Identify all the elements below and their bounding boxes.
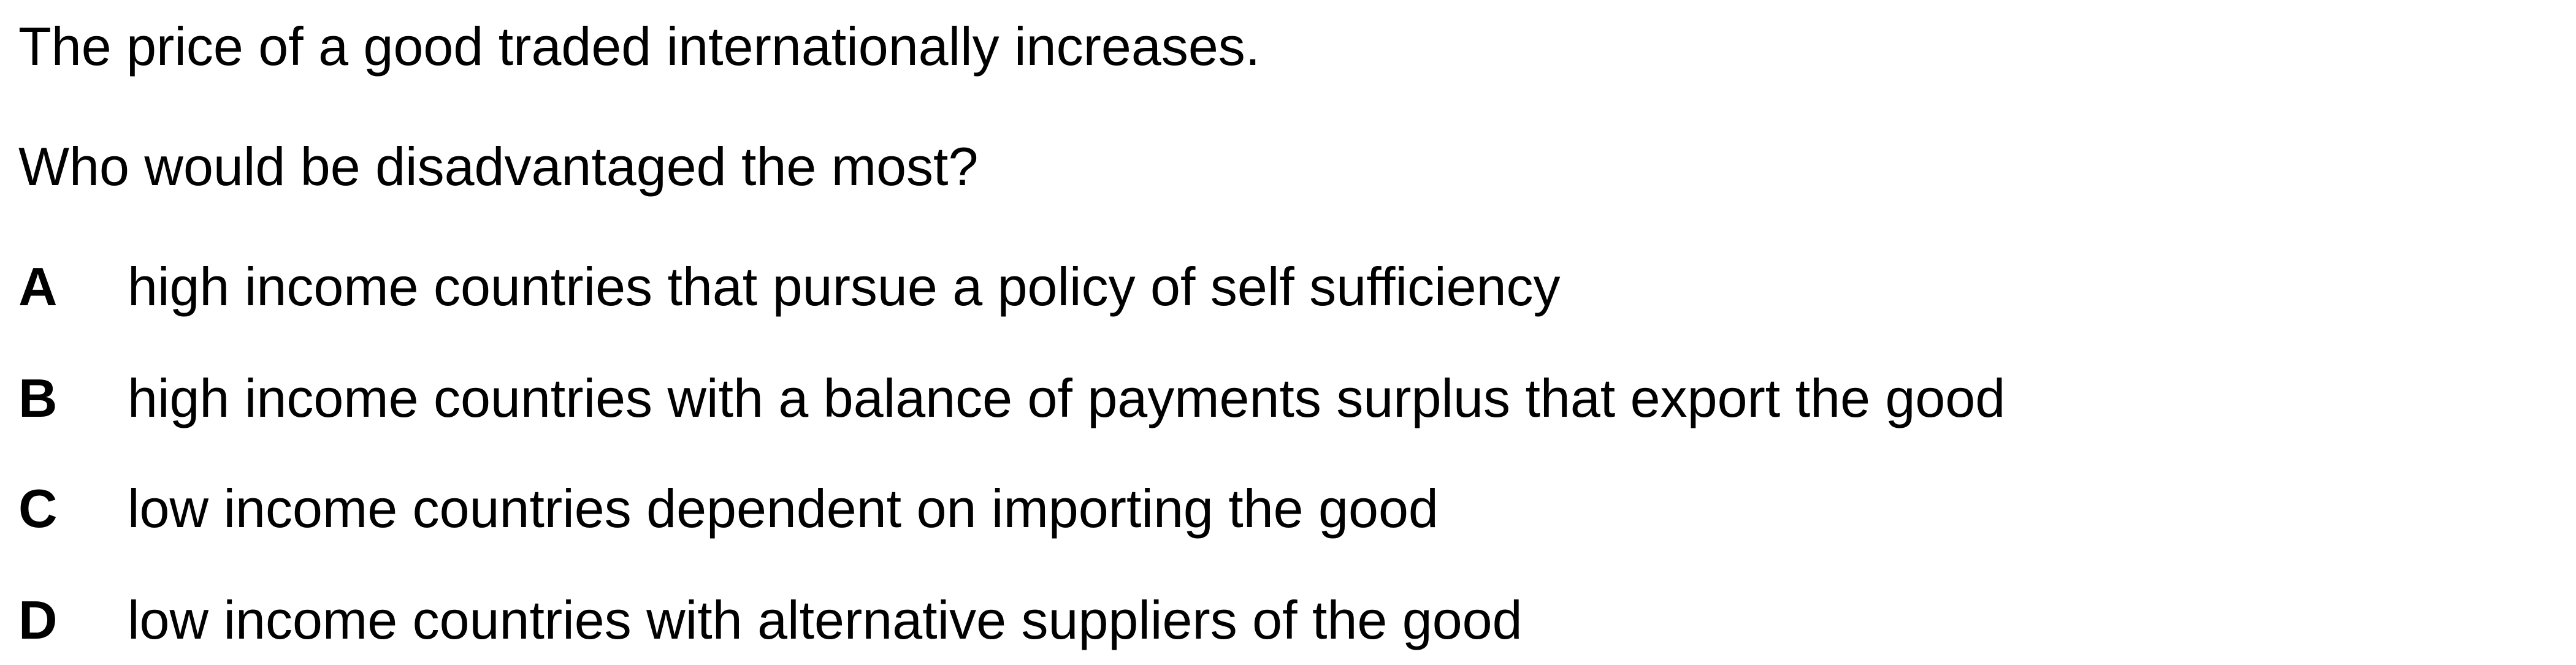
option-text-b: high income countries with a balance of … xyxy=(128,368,2006,428)
question-stem-intro: The price of a good traded international… xyxy=(18,16,1261,77)
question-stem-prompt: Who would be disadvantaged the most? xyxy=(18,136,979,197)
answer-option-c: C low income countries dependent on impo… xyxy=(18,478,1439,539)
answer-option-d: D low income countries with alternative … xyxy=(18,590,1523,651)
answer-option-b: B high income countries with a balance o… xyxy=(18,368,2005,429)
option-text-d: low income countries with alternative su… xyxy=(128,590,1523,650)
option-letter-d: D xyxy=(18,590,58,650)
option-letter-b: B xyxy=(18,368,58,428)
option-letter-c: C xyxy=(18,478,58,539)
option-letter-a: A xyxy=(18,256,58,317)
option-text-c: low income countries dependent on import… xyxy=(128,478,1439,539)
answer-option-a: A high income countries that pursue a po… xyxy=(18,256,1561,317)
option-text-a: high income countries that pursue a poli… xyxy=(128,256,1561,317)
